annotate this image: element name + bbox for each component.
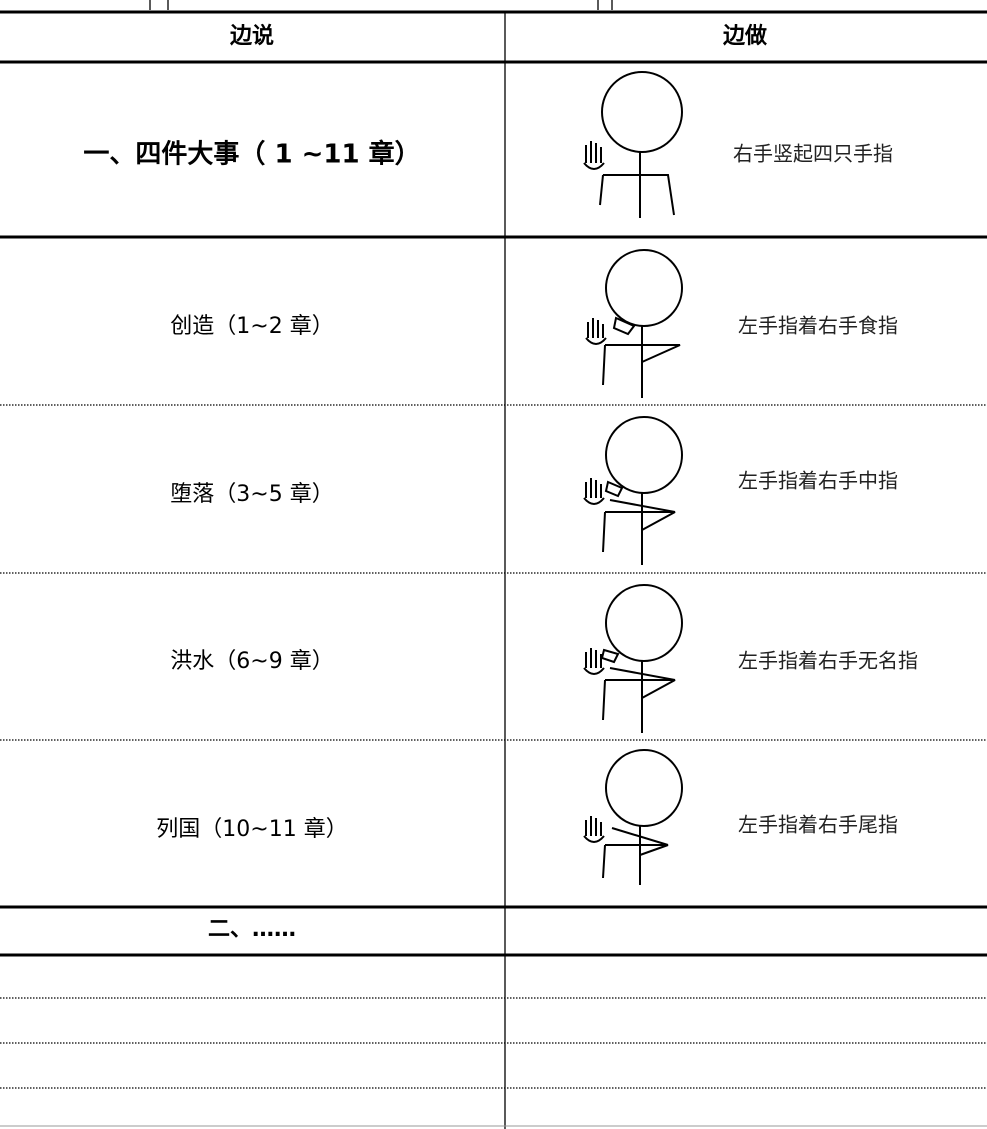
do-cell: 左手指着右手尾指 xyxy=(738,813,898,837)
stick-figure xyxy=(583,416,683,565)
stick-figure xyxy=(585,249,683,398)
do-cell: 右手竖起四只手指 xyxy=(733,142,893,166)
do-cell: 左手指着右手无名指 xyxy=(738,649,918,673)
say-cell: 创造（1~2 章） xyxy=(170,314,333,339)
stick-figure xyxy=(583,584,683,733)
say-cell: 一、四件大事（ 1 ~11 章） xyxy=(83,139,420,170)
say-cell: 洪水（6~9 章） xyxy=(170,649,333,674)
do-cell: 左手指着右手食指 xyxy=(738,314,898,338)
say-cell: 列国（10~11 章） xyxy=(156,817,347,842)
stick-figure xyxy=(583,71,683,218)
say-cell: 二、…… xyxy=(208,917,296,942)
stick-figure xyxy=(583,749,683,885)
say-cell: 堕落（3~5 章） xyxy=(170,482,333,507)
do-cell: 左手指着右手中指 xyxy=(738,469,898,493)
header-do: 边做 xyxy=(722,23,768,49)
header-say: 边说 xyxy=(229,23,274,49)
